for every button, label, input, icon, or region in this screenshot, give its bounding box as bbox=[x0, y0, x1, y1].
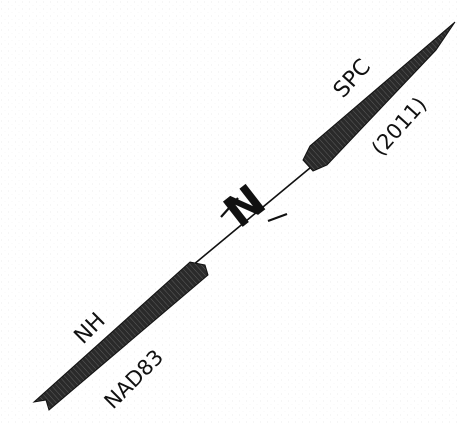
lower-needle bbox=[32, 261, 209, 411]
upper-needle bbox=[302, 21, 456, 172]
north-crossbar-bottom bbox=[267, 212, 288, 223]
arrow-axis-line bbox=[186, 157, 323, 271]
north-crossbar-top bbox=[220, 197, 239, 218]
